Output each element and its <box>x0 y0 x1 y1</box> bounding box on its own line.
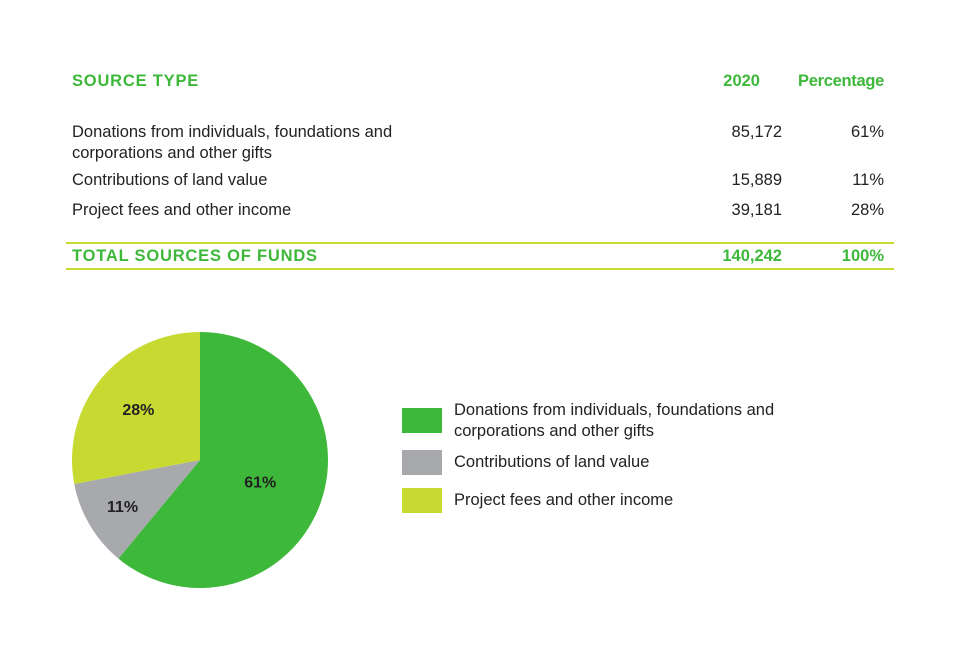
total-value: 140,242 <box>722 247 782 265</box>
total-row: TOTAL SOURCES OF FUNDS 140,242 100% <box>66 242 894 270</box>
pie-slice-project-fees <box>71 332 200 484</box>
row-value: 85,172 <box>731 123 782 141</box>
pie-label-land: 11% <box>107 499 138 516</box>
legend-label: Project fees and other income <box>454 491 674 509</box>
pie-label-project-fees: 28% <box>122 402 154 419</box>
row-source: Donations from individuals, foundations … <box>72 123 393 162</box>
row-percentage: 28% <box>850 201 884 219</box>
pie-label-donations: 61% <box>244 475 276 492</box>
header-source-type: SOURCE TYPE <box>72 72 200 90</box>
row-value: 39,181 <box>731 201 782 219</box>
legend-label: Donations from individuals, foundations … <box>454 401 775 440</box>
legend-swatch-land <box>402 450 442 475</box>
header-year: 2020 <box>723 72 760 90</box>
row-percentage: 61% <box>850 123 884 141</box>
row-source: Contributions of land value <box>72 171 268 189</box>
pie-slice-donations <box>118 332 328 588</box>
pie-slice-land <box>74 460 200 559</box>
legend-swatch-donations <box>402 408 442 433</box>
header-percentage: Percentage <box>798 72 884 90</box>
table-body: Donations from individuals, foundations … <box>66 98 894 248</box>
table-header: SOURCE TYPE 2020 Percentage <box>66 64 894 98</box>
row-value: 15,889 <box>731 171 782 189</box>
funds-table: SOURCE TYPE 2020 Percentage Donations fr… <box>66 64 894 248</box>
total-label: TOTAL SOURCES OF FUNDS <box>72 247 318 265</box>
pie-chart: 61% 11% 28% <box>71 332 328 588</box>
legend-label: Contributions of land value <box>454 453 650 471</box>
row-source: Project fees and other income <box>72 201 292 219</box>
legend-swatch-project-fees <box>402 488 442 513</box>
total-percentage: 100% <box>841 247 884 265</box>
row-percentage: 11% <box>852 171 884 189</box>
